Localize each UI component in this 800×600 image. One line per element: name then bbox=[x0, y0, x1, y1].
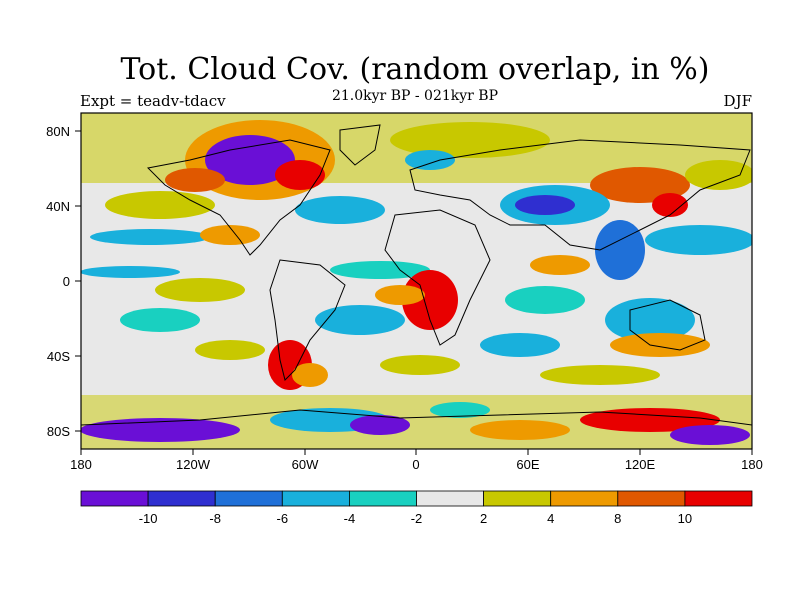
anomaly-patch bbox=[330, 261, 430, 279]
anomaly-patch bbox=[480, 333, 560, 357]
anomaly-patch bbox=[292, 363, 328, 387]
lon-tick-label: 120E bbox=[625, 457, 656, 472]
anomaly-patch bbox=[670, 425, 750, 445]
anomaly-patch bbox=[595, 220, 645, 280]
anomaly-patch bbox=[580, 408, 720, 432]
chart-title: Tot. Cloud Cov. (random overlap, in %) bbox=[120, 52, 710, 87]
colorbar-swatch bbox=[80, 490, 149, 507]
anomaly-patch bbox=[530, 255, 590, 275]
lon-axis: 180 120W 60W 0 60E 120E 180 bbox=[70, 449, 763, 472]
anomaly-patch bbox=[105, 191, 215, 219]
anomaly-patch bbox=[205, 135, 295, 185]
north-america-outline bbox=[146, 139, 331, 256]
anomaly-patch bbox=[605, 298, 695, 342]
anomaly-patch bbox=[515, 195, 575, 215]
anomaly-patch bbox=[645, 225, 752, 255]
anomaly-patch bbox=[155, 278, 245, 302]
anomaly-patch bbox=[430, 402, 490, 418]
lat-tick-label: 0 bbox=[63, 274, 70, 289]
anomaly-patch bbox=[405, 150, 455, 170]
colorbar-label: -6 bbox=[277, 511, 289, 526]
anomaly-patch bbox=[81, 266, 180, 278]
anomaly-patch bbox=[540, 365, 660, 385]
lat-tick-label: 40S bbox=[47, 349, 70, 364]
anomaly-patch bbox=[90, 229, 210, 245]
colorbar-swatch bbox=[684, 490, 753, 507]
lon-tick-label: 180 bbox=[741, 457, 763, 472]
colorbar-label: 4 bbox=[547, 511, 554, 526]
anomaly-patch bbox=[505, 286, 585, 314]
anomaly-patch bbox=[610, 333, 710, 357]
australia-outline bbox=[629, 299, 706, 351]
anomaly-patch bbox=[402, 270, 458, 330]
anomaly-patch bbox=[470, 420, 570, 440]
anomaly-patch bbox=[295, 196, 385, 224]
lat-tick-label: 40N bbox=[46, 199, 70, 214]
anomaly-patch bbox=[380, 355, 460, 375]
anomaly-patch bbox=[120, 308, 200, 332]
anomaly-patch bbox=[195, 340, 265, 360]
anomaly-patch bbox=[375, 285, 425, 305]
anomaly-patch bbox=[685, 160, 752, 190]
anomaly-patch bbox=[165, 168, 225, 192]
africa-outline bbox=[384, 209, 491, 346]
lon-tick-label: 120W bbox=[176, 457, 211, 472]
colorbar-label: 2 bbox=[480, 511, 487, 526]
colorbar: -10 -8 -6 -4 -2 2 4 8 10 bbox=[80, 490, 753, 526]
anomaly-patch bbox=[315, 305, 405, 335]
colorbar-swatch bbox=[483, 490, 552, 507]
greenland-outline bbox=[339, 124, 381, 166]
lon-tick-label: 180 bbox=[70, 457, 92, 472]
colorbar-swatch bbox=[550, 490, 619, 507]
lon-tick-label: 60E bbox=[516, 457, 539, 472]
colorbar-label: -4 bbox=[344, 511, 356, 526]
anomaly-patch bbox=[350, 415, 410, 435]
colorbar-label: -2 bbox=[411, 511, 423, 526]
chart-subtitle: 21.0kyr BP - 021kyr BP bbox=[331, 88, 498, 104]
season-label: DJF bbox=[723, 92, 752, 110]
colorbar-label: -8 bbox=[209, 511, 221, 526]
anomaly-patch bbox=[275, 160, 325, 190]
coastlines bbox=[81, 124, 752, 426]
anomaly-patch bbox=[81, 418, 240, 442]
experiment-label: Expt = teadv-tdacv bbox=[80, 92, 226, 110]
map-field bbox=[81, 113, 752, 449]
colorbar-swatch bbox=[617, 490, 686, 507]
colorbar-label: 8 bbox=[614, 511, 621, 526]
colorbar-swatch bbox=[281, 490, 350, 507]
colorbar-swatch bbox=[416, 490, 484, 507]
lat-axis: 80N 40N 0 40S 80S bbox=[46, 124, 81, 439]
colorbar-label: 10 bbox=[678, 511, 692, 526]
anomaly-patch bbox=[652, 193, 688, 217]
antarctica-outline bbox=[81, 409, 752, 426]
lon-tick-label: 0 bbox=[412, 457, 419, 472]
anomaly-patch bbox=[200, 225, 260, 245]
colorbar-label: -10 bbox=[139, 511, 158, 526]
lat-tick-label: 80S bbox=[47, 424, 70, 439]
lon-tick-label: 60W bbox=[292, 457, 319, 472]
lat-tick-label: 80N bbox=[46, 124, 70, 139]
south-america-outline bbox=[269, 259, 346, 381]
colorbar-swatch bbox=[348, 490, 417, 507]
colorbar-swatch bbox=[147, 490, 216, 507]
colorbar-swatch bbox=[214, 490, 283, 507]
eurasia-outline bbox=[409, 139, 751, 251]
